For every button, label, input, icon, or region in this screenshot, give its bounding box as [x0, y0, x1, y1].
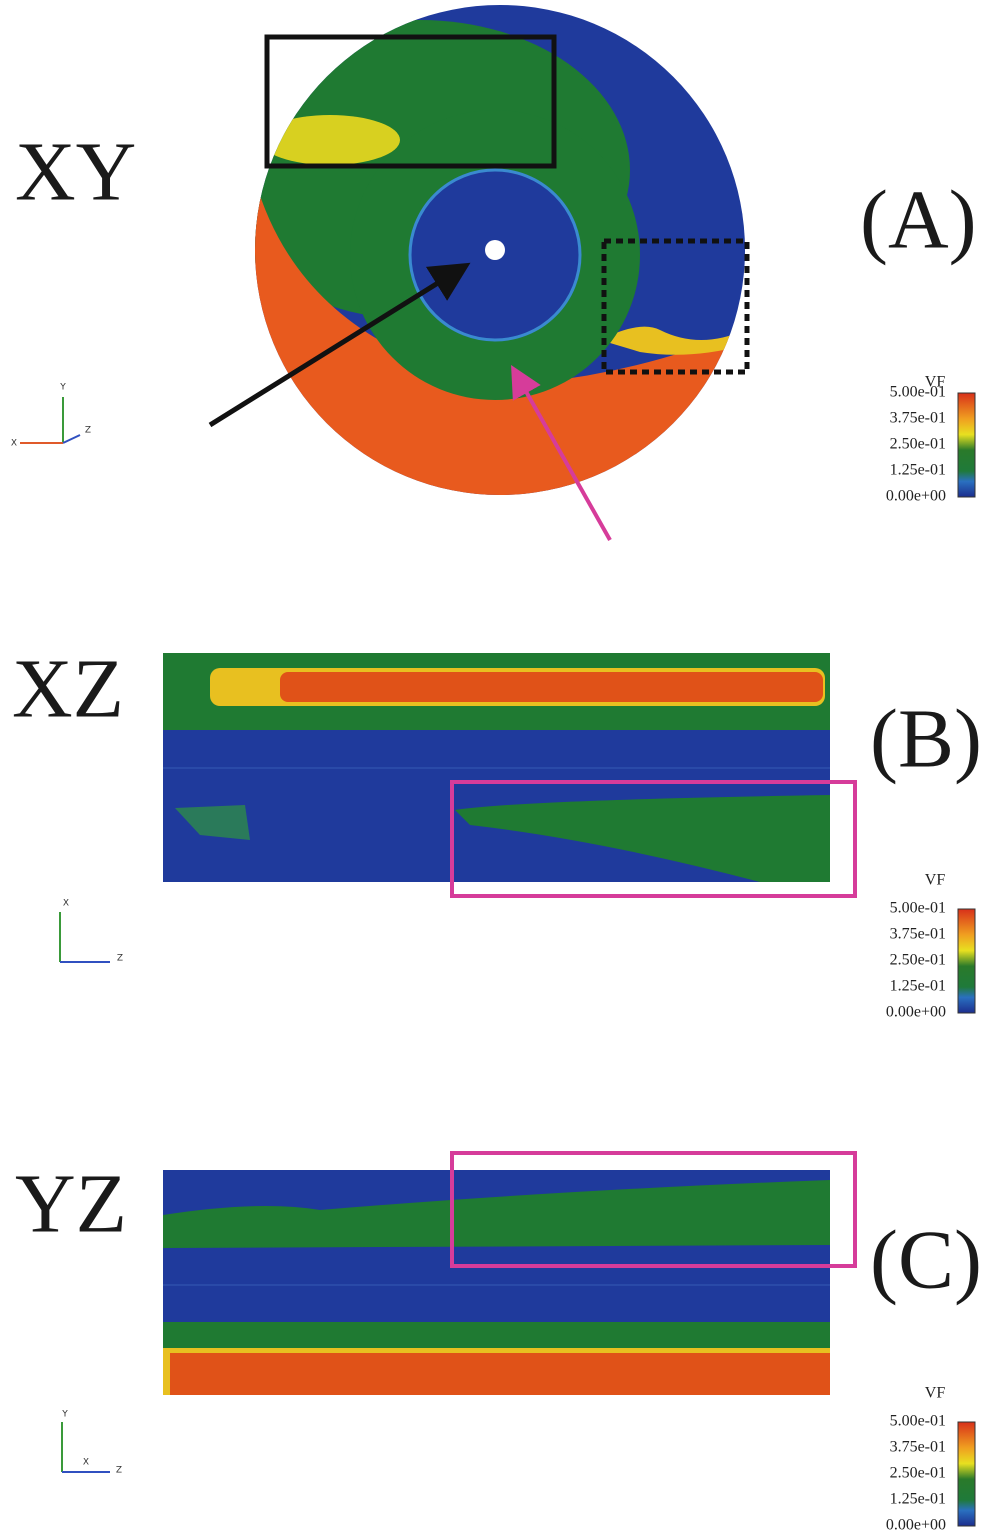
- arrow: [208, 262, 471, 428]
- axis-label: Z: [85, 426, 91, 436]
- axis-label: X: [11, 439, 17, 449]
- colorbar-title: VF: [925, 374, 946, 391]
- xy-contour: [255, 5, 745, 495]
- yz-contour: [163, 1170, 830, 1395]
- panel-label: (C): [870, 1213, 982, 1306]
- colorbar-tick-label: 0.00e+00: [886, 1004, 946, 1021]
- colorbar: [957, 908, 976, 1014]
- colorbar-tick-label: 0.00e+00: [886, 1517, 946, 1534]
- colorbar-tick-label: 5.00e-01: [890, 1413, 946, 1430]
- arrow: [511, 365, 612, 541]
- colorbar-tick-label: 5.00e-01: [890, 384, 946, 401]
- panel-label: (A): [860, 173, 977, 266]
- plane-label: XZ: [12, 642, 124, 735]
- axis-label: X: [63, 899, 69, 909]
- colorbar: [957, 1421, 976, 1527]
- colorbar-tick-label: 0.00e+00: [886, 488, 946, 505]
- axis-label: Z: [116, 1466, 122, 1476]
- highlight-box: [450, 780, 857, 898]
- axis-label: Y: [59, 383, 66, 393]
- colorbar-tick-label: 3.75e-01: [890, 926, 946, 943]
- axis-triad: [20, 397, 110, 1473]
- colorbar-tick-label: 1.25e-01: [890, 462, 946, 479]
- xz-contour: [163, 653, 830, 882]
- axis-label: Z: [117, 954, 123, 964]
- colorbar-tick-label: 1.25e-01: [890, 1491, 946, 1508]
- highlight-box-dotted: [601, 238, 750, 375]
- plane-label: XY: [15, 125, 136, 218]
- axis-label: Y: [61, 1410, 68, 1420]
- colorbar-tick-label: 2.50e-01: [890, 952, 946, 969]
- colorbar-tick-label: 3.75e-01: [890, 410, 946, 427]
- highlight-box: [450, 1151, 857, 1268]
- colorbar-tick-label: 2.50e-01: [890, 1465, 946, 1482]
- plane-label: YZ: [15, 1157, 127, 1250]
- axis-label: X: [83, 1458, 89, 1468]
- panel-label: (B): [870, 692, 982, 785]
- colorbar-title: VF: [925, 872, 946, 889]
- colorbar: [957, 392, 976, 498]
- colorbar-tick-label: 5.00e-01: [890, 900, 946, 917]
- colorbar-tick-label: 2.50e-01: [890, 436, 946, 453]
- colorbar-tick-label: 1.25e-01: [890, 978, 946, 995]
- highlight-box: [264, 34, 557, 169]
- colorbar-title: VF: [925, 1385, 946, 1402]
- colorbar-tick-label: 3.75e-01: [890, 1439, 946, 1456]
